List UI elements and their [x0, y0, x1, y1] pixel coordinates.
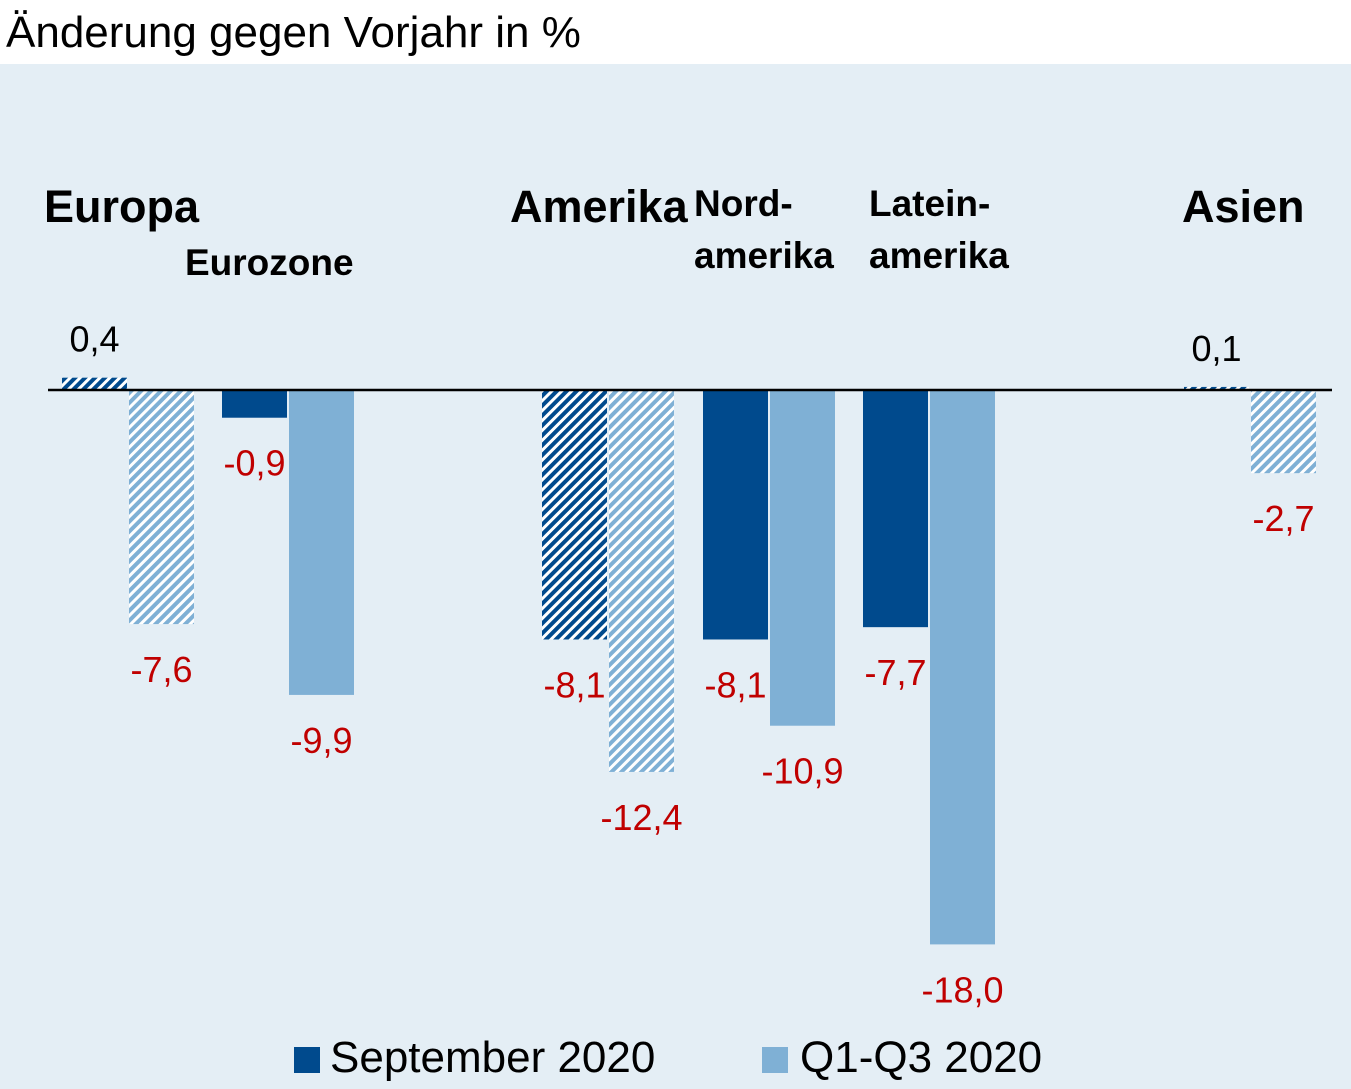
value-label-europa-september-2020: 0,4	[69, 319, 119, 360]
value-label-asien-q1-q3-2020: -2,7	[1252, 498, 1314, 539]
region-label-europa: Europa	[44, 181, 200, 232]
value-label-europa-q1-q3-2020: -7,6	[130, 649, 192, 690]
group-label-nordamerika-line1: Nord-	[694, 183, 793, 224]
bars-layer	[62, 377, 1316, 945]
bar-nordamerika-september-2020	[703, 390, 768, 640]
legend-label-q1q3: Q1-Q3 2020	[800, 1033, 1042, 1082]
legend: September 2020 Q1-Q3 2020	[294, 1033, 1042, 1082]
chart-subtitle: Änderung gegen Vorjahr in %	[6, 8, 581, 57]
value-label-lateinamerika-q1-q3-2020: -18,0	[921, 969, 1003, 1010]
chart-panel: 0,4 -7,6 -0,9 -9,9 -8,1 -12,4 -8,1 -10,9 -7,7 -18…	[0, 64, 1351, 1089]
value-label-eurozone-september-2020: -0,9	[223, 443, 285, 484]
bar-asien-september-2020	[1184, 386, 1249, 390]
region-label-amerika: Amerika	[510, 181, 689, 232]
legend-swatch-q1q3	[762, 1047, 788, 1073]
value-label-asien-september-2020: 0,1	[1191, 328, 1241, 369]
region-label-asien: Asien	[1182, 181, 1305, 232]
legend-label-september: September 2020	[330, 1033, 655, 1082]
bar-lateinamerika-september-2020	[863, 390, 928, 628]
bar-nordamerika-q1-q3-2020	[770, 390, 835, 726]
value-label-nordamerika-september-2020: -8,1	[704, 664, 766, 705]
bar-europa-q1-q3-2020	[129, 390, 194, 625]
value-label-amerika-q1-q3-2020: -12,4	[600, 797, 682, 838]
value-label-lateinamerika-september-2020: -7,7	[864, 652, 926, 693]
group-label-eurozone: Eurozone	[185, 242, 354, 283]
bar-amerika-q1-q3-2020	[609, 390, 674, 772]
legend-swatch-september	[294, 1047, 320, 1073]
bar-chart: 0,4 -7,6 -0,9 -9,9 -8,1 -12,4 -8,1 -10,9 -7,7 -18…	[44, 181, 1332, 1082]
group-label-lateinamerika-line1: Latein-	[869, 183, 990, 224]
bar-asien-q1-q3-2020	[1251, 390, 1316, 474]
value-label-eurozone-q1-q3-2020: -9,9	[290, 720, 352, 761]
group-label-lateinamerika-line2: amerika	[869, 235, 1009, 276]
value-label-amerika-september-2020: -8,1	[543, 664, 605, 705]
value-labels-layer: 0,4 -7,6 -0,9 -9,9 -8,1 -12,4 -8,1 -10,9 -7,7 -18…	[69, 319, 1314, 1011]
group-label-nordamerika-line2: amerika	[694, 235, 834, 276]
bar-lateinamerika-q1-q3-2020	[930, 390, 995, 945]
bar-europa-september-2020	[62, 377, 127, 390]
bar-eurozone-q1-q3-2020	[289, 390, 354, 695]
bar-amerika-september-2020	[542, 390, 607, 640]
bar-eurozone-september-2020	[222, 390, 287, 418]
value-label-nordamerika-q1-q3-2020: -10,9	[761, 751, 843, 792]
